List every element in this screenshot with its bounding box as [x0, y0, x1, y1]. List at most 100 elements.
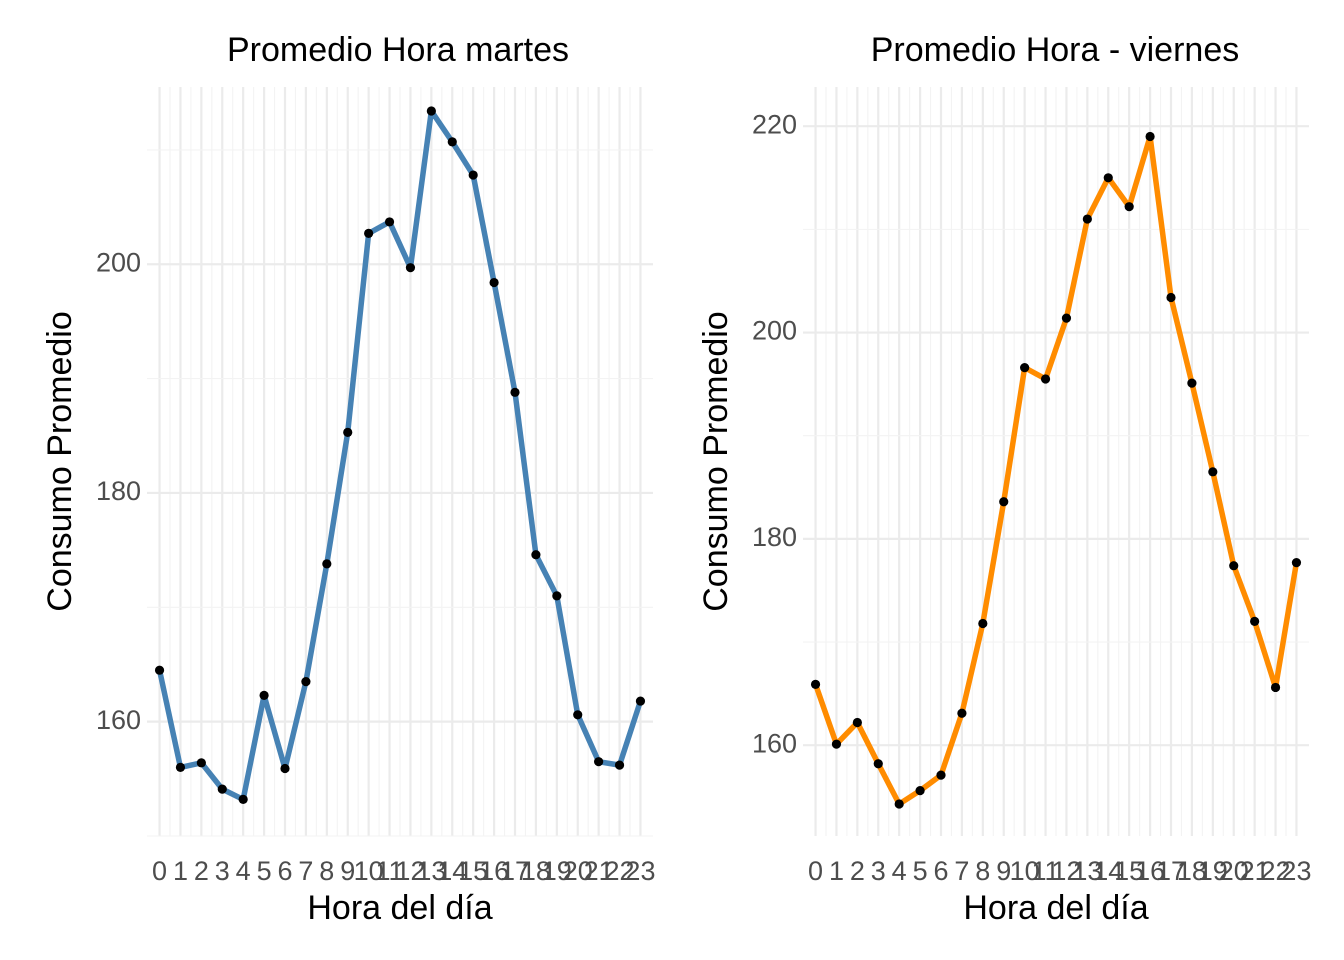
data-point: [635, 696, 646, 706]
data-point: [1082, 214, 1092, 224]
x-tick-label: 22: [605, 856, 635, 886]
x-tick-label: 10: [354, 856, 384, 886]
data-point: [915, 786, 925, 796]
data-point: [510, 387, 520, 397]
x-tick-label: 1: [173, 856, 188, 886]
x-tick-label: 12: [1051, 856, 1081, 886]
x-tick-label: 19: [1198, 856, 1228, 886]
y-tick-label: 180: [96, 476, 141, 506]
x-tick-label: 2: [850, 856, 865, 886]
data-point: [852, 717, 862, 728]
data-point: [405, 263, 416, 273]
y-tick-label: 200: [96, 247, 141, 277]
x-tick-label: 7: [954, 856, 969, 886]
data-point: [1208, 467, 1218, 477]
y-tick-label: 180: [752, 522, 797, 552]
x-tick-label: 21: [584, 856, 614, 886]
x-tick-label: 11: [376, 856, 404, 886]
x-tick-label: 13: [416, 856, 446, 886]
data-point: [489, 277, 499, 288]
y-tick-label: 220: [752, 109, 797, 139]
chart-title: Promedio Hora martes: [227, 31, 569, 69]
data-point: [1270, 682, 1281, 693]
grid: [147, 87, 653, 837]
data-point: [364, 228, 374, 238]
chart-panel-viernes: Promedio Hora - viernes Hora del día Con…: [697, 31, 1311, 927]
x-tick-label: 15: [1114, 856, 1144, 886]
data-point: [531, 550, 541, 560]
data-point: [1103, 173, 1113, 183]
data-point: [894, 799, 904, 809]
data-point: [322, 559, 332, 569]
x-tick-label: 21: [1240, 856, 1270, 886]
chart-panel-martes: Promedio Hora martes Hora del día Consum…: [41, 31, 655, 927]
data-point: [573, 710, 583, 720]
x-tick-label: 16: [479, 856, 509, 886]
x-tick-label: 11: [1032, 856, 1060, 886]
data-point: [1061, 313, 1072, 323]
x-tick-label: 19: [542, 856, 572, 886]
x-tick-label: 6: [933, 856, 948, 886]
x-tick-label: 17: [500, 856, 530, 886]
x-tick-label: 20: [563, 856, 593, 886]
data-point: [594, 757, 604, 767]
data-point: [1187, 378, 1197, 388]
x-tick-label: 16: [1135, 856, 1165, 886]
data-point: [1020, 363, 1030, 373]
grid: [803, 87, 1309, 836]
data-point: [217, 784, 227, 794]
x-tick-label: 12: [395, 856, 425, 886]
data-point: [1145, 131, 1155, 142]
data-point: [301, 677, 311, 687]
x-axis-label: Hora del día: [963, 889, 1148, 927]
data-point: [426, 106, 436, 116]
x-tick-label: 3: [215, 856, 230, 886]
x-tick-label: 9: [340, 856, 355, 886]
x-tick-label: 20: [1219, 856, 1249, 886]
data-point: [1250, 616, 1260, 627]
x-tick-label: 0: [808, 856, 823, 886]
x-tick-label: 0: [152, 856, 167, 886]
x-tick-label: 23: [625, 856, 655, 886]
data-point: [196, 758, 206, 768]
x-tick-label: 23: [1281, 856, 1311, 886]
x-tick-label: 8: [319, 856, 334, 886]
x-tick-label: 4: [236, 856, 251, 886]
y-axis-label: Consumo Promedio: [41, 311, 79, 611]
data-point: [999, 497, 1009, 507]
x-tick-label: 8: [975, 856, 990, 886]
data-point: [1291, 558, 1302, 568]
x-tick-label: 13: [1072, 856, 1102, 886]
x-tick-label: 15: [458, 856, 488, 886]
x-tick-label: 17: [1156, 856, 1186, 886]
data-point: [957, 708, 967, 718]
x-tick-label: 3: [871, 856, 886, 886]
data-point: [384, 217, 395, 227]
data-point: [175, 762, 186, 772]
series-line: [812, 133, 1300, 807]
data-point: [1040, 374, 1051, 384]
x-tick-label: 4: [892, 856, 907, 886]
data-point: [552, 591, 562, 601]
data-point: [1124, 202, 1134, 212]
data-point: [447, 137, 457, 147]
data-point: [831, 739, 842, 749]
x-axis-label: Hora del día: [307, 889, 492, 927]
x-tick-label: 14: [437, 856, 467, 886]
data-point: [873, 759, 883, 769]
x-tick-label: 2: [194, 856, 209, 886]
y-tick-label: 160: [96, 705, 141, 735]
data-point: [936, 770, 946, 780]
data-point: [343, 427, 353, 437]
data-point: [280, 763, 290, 774]
data-point: [238, 794, 248, 805]
data-point: [810, 679, 821, 689]
x-tick-label: 9: [996, 856, 1011, 886]
x-tick-label: 7: [298, 856, 313, 886]
data-point: [1229, 561, 1239, 571]
data-point: [614, 760, 625, 770]
data-point: [1166, 292, 1176, 303]
chart-title: Promedio Hora - viernes: [871, 31, 1239, 69]
data-point: [259, 690, 269, 700]
